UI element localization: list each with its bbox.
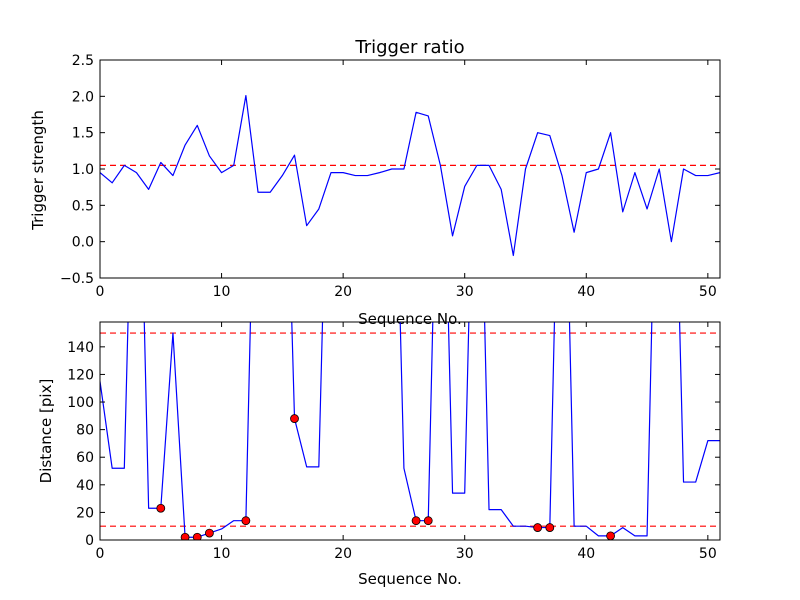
data-point [606,531,615,540]
y-tick-label: 2.0 [72,89,94,105]
y-tick-label: 0.5 [72,198,94,214]
plot-content [100,322,720,540]
x-tick-label: 10 [213,546,231,562]
data-point [411,516,421,526]
y-tick-label: 1.5 [72,126,94,142]
data-point [180,532,190,540]
y-tick-label: 20 [76,505,94,521]
x-tick-label: 30 [456,284,474,300]
x-tick-label: 50 [699,284,717,300]
y-tick-label: 140 [67,340,94,356]
y-tick-label: 0.0 [72,235,94,251]
data-point [545,523,555,532]
x-tick-label: 20 [334,284,352,300]
y-tick-label: 100 [67,395,94,411]
plot-area: 0 10 20 30 40 50 0 20 40 60 80 100 120 140 [67,321,721,562]
x-tick-label: 50 [699,546,717,562]
series-line [100,322,720,538]
chart-title: Trigger ratio [354,37,464,58]
axes-frame [99,321,721,541]
data-point [533,523,543,532]
y-tick-label: 120 [67,367,94,383]
distance-chart: Sequence No. Distance [pix] 0 10 20 30 40 500… [37,321,721,588]
y-tick-label: 40 [76,478,94,494]
x-tick-label: 40 [577,546,595,562]
data-point [290,414,299,423]
y-tick-label: 80 [76,423,94,439]
x-tick-label: 30 [456,546,474,562]
y-tick-label: 0 [85,533,94,549]
x-tick-label: 20 [334,546,352,562]
x-tick-label: 0 [96,284,105,300]
y-tick-label: 60 [76,450,94,466]
data-point [192,532,202,540]
plot-area: 0 10 20 30 40 50 −0.5 0.0 0.5 1.0 1.5 2.0 2.5 [60,53,721,300]
x-axis-label: Sequence No. [358,570,462,588]
y-axis-label: Distance [pix] [37,379,55,484]
x-tick-label: 0 [96,546,105,562]
y-tick-label: 2.5 [72,53,94,69]
series-line [100,95,720,257]
data-point [241,516,251,526]
y-axis-label: Trigger strength [29,110,47,231]
data-point [205,528,214,538]
trigger-ratio-chart: Trigger ratio Sequence No. Trigger stren… [29,37,721,328]
x-axis-label: Sequence No. [358,310,462,328]
data-point [156,503,166,513]
y-tick-label: −0.5 [60,271,94,287]
plot-content [100,95,720,257]
x-tick-label: 40 [577,284,595,300]
y-tick-label: 1.0 [72,162,94,178]
data-point [423,516,433,526]
x-tick-label: 10 [213,284,231,300]
